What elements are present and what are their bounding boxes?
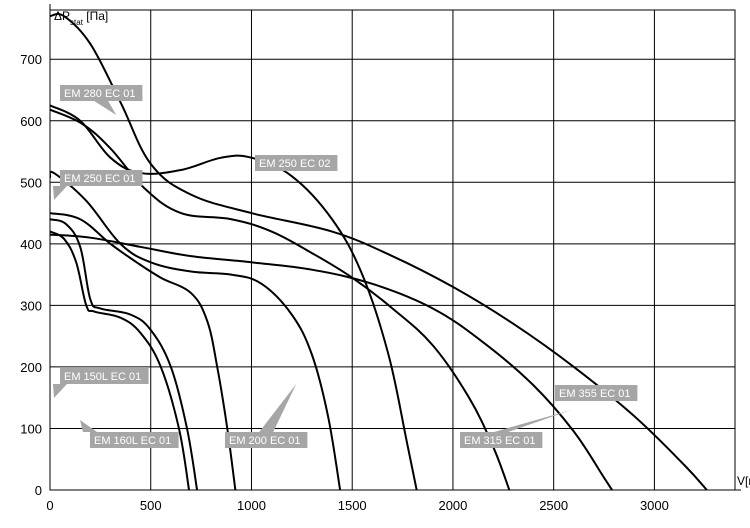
series-label: EM 160L EC 01 xyxy=(80,420,179,448)
x-tick-label: 1000 xyxy=(237,498,266,513)
series-label: EM 280 EC 01 xyxy=(60,85,142,115)
curve-em-315-ec-01 xyxy=(50,235,612,490)
y-tick-label: 300 xyxy=(20,298,42,313)
svg-text:EM 200 EC 01: EM 200 EC 01 xyxy=(229,435,301,447)
y-tick-label: 400 xyxy=(20,237,42,252)
series-label: EM 200 EC 01 xyxy=(225,384,307,448)
y-tick-label: 0 xyxy=(35,483,42,498)
svg-text:EM 160L EC 01: EM 160L EC 01 xyxy=(94,435,171,447)
y-tick-label: 200 xyxy=(20,360,42,375)
series-label: EM 250 EC 02 xyxy=(255,155,337,171)
svg-text:EM 280 EC 01: EM 280 EC 01 xyxy=(64,88,136,100)
x-tick-label: 2000 xyxy=(438,498,467,513)
curve-em-160l-ec-01 xyxy=(50,219,197,490)
x-tick-label: 0 xyxy=(46,498,53,513)
chart-svg: 0 500 1000 1500 2000 2500 3000 0 100 200 300 400 500… xyxy=(0,0,750,528)
series-label: EM 250 EC 01 xyxy=(53,170,142,200)
svg-text:EM 250 EC 02: EM 250 EC 02 xyxy=(259,158,331,170)
series-label: EM 355 EC 01 xyxy=(555,385,637,401)
curve-em-355-ec-01 xyxy=(50,14,707,490)
fan-performance-chart: 0 500 1000 1500 2000 2500 3000 0 100 200 300 400 500… xyxy=(0,0,750,528)
x-tick-label: 1500 xyxy=(338,498,367,513)
x-axis-title: V[м³/ч] xyxy=(737,474,750,488)
svg-text:EM 250 EC 01: EM 250 EC 01 xyxy=(64,173,136,185)
y-tick-label: 700 xyxy=(20,52,42,67)
y-tick-label: 500 xyxy=(20,175,42,190)
svg-text:EM 315 EC 01: EM 315 EC 01 xyxy=(464,435,536,447)
curve-em-200-ec-01 xyxy=(50,213,235,490)
x-tick-label: 2500 xyxy=(539,498,568,513)
svg-text:EM 150L EC 01: EM 150L EC 01 xyxy=(64,371,141,383)
series-label: EM 315 EC 01 xyxy=(460,410,571,448)
y-axis-title: ΔPstat [Па] xyxy=(54,9,108,27)
x-tick-label: 3000 xyxy=(640,498,669,513)
x-tick-label: 500 xyxy=(140,498,162,513)
y-tick-label: 600 xyxy=(20,114,42,129)
svg-text:EM 355 EC 01: EM 355 EC 01 xyxy=(559,388,631,400)
y-tick-label: 100 xyxy=(20,421,42,436)
series-label: EM 150L EC 01 xyxy=(53,368,149,398)
